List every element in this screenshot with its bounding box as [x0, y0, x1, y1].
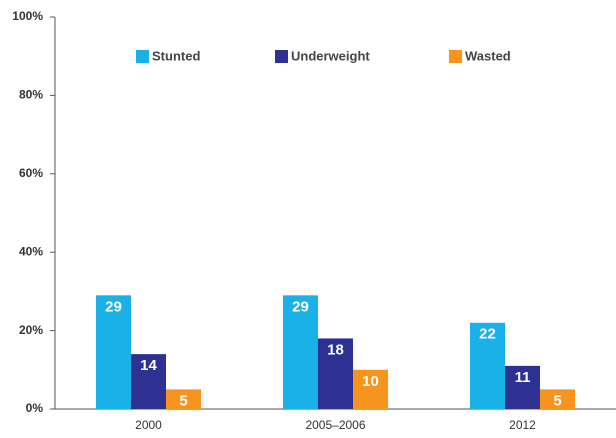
bar	[505, 365, 540, 409]
legend-swatch	[275, 50, 288, 63]
value-label: 14	[140, 357, 157, 374]
bar	[540, 389, 575, 409]
value-label: 11	[515, 369, 531, 386]
bar	[353, 369, 388, 409]
value-label: 5	[179, 392, 187, 409]
value-label: 22	[479, 326, 496, 343]
legend-label: Underweight	[291, 48, 370, 63]
value-label: 5	[553, 392, 561, 409]
bar	[470, 322, 505, 409]
y-tick-label: 80%	[19, 88, 43, 102]
bar	[96, 295, 131, 409]
y-tick-label: 20%	[19, 323, 43, 337]
y-tick-label: 0%	[26, 401, 44, 415]
value-label: 10	[362, 373, 379, 390]
bar	[318, 338, 353, 409]
legend-label: Wasted	[465, 48, 511, 63]
x-tick-label: 2005–2006	[305, 418, 365, 432]
y-tick-label: 40%	[19, 244, 43, 258]
bar	[166, 389, 201, 409]
legend-swatch	[449, 50, 462, 63]
value-label: 18	[327, 341, 344, 358]
x-tick-label: 2000	[135, 418, 162, 432]
y-tick-label: 60%	[19, 166, 43, 180]
legend-swatch	[136, 50, 149, 63]
y-tick-label: 100%	[12, 9, 43, 23]
legend-label: Stunted	[152, 48, 200, 63]
value-label: 29	[292, 298, 309, 315]
bar	[283, 295, 318, 409]
x-tick-label: 2012	[509, 418, 536, 432]
bar	[131, 354, 166, 409]
value-label: 29	[105, 298, 122, 315]
